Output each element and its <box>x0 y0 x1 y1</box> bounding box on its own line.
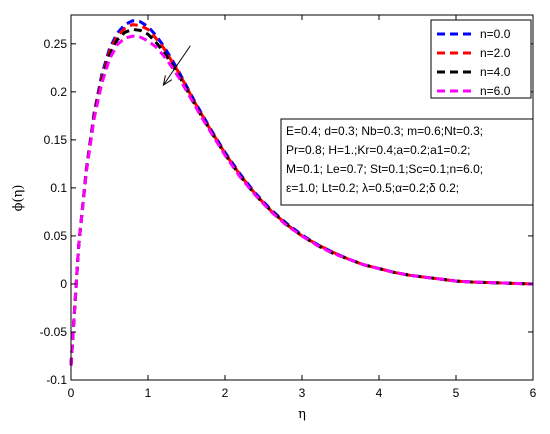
legend-frame <box>430 19 532 99</box>
arrow-head <box>162 75 173 87</box>
y-tick-label: 0.05 <box>44 229 68 243</box>
legend-label-3: n=4.0 <box>480 65 511 79</box>
legend-label-2: n=2.0 <box>480 46 511 60</box>
series-layer <box>69 19 534 366</box>
annotation-box: E=0.4; d=0.3; Nb=0.3; m=0.6;Nt=0.3; Pr=0… <box>280 118 534 206</box>
legend-label-4: n=6.0 <box>480 84 511 98</box>
y-tick-label: 0.25 <box>44 37 68 51</box>
arrow-shaft <box>162 45 191 86</box>
annotation-line-4: ε=1.0; Lt=0.2; λ=0.5;α=0.2;δ 0.2; <box>286 181 459 195</box>
x-tick-label: 6 <box>530 386 537 400</box>
x-tick-label: 0 <box>68 386 75 400</box>
y-axis: -0.1 -0.05 0 0.05 0.1 0.15 0.2 0.25 <box>40 37 533 387</box>
annotation-frame <box>280 118 534 206</box>
legend-label-1: n=0.0 <box>480 27 511 41</box>
x-axis: 0 1 2 3 4 5 6 <box>68 15 537 400</box>
y-axis-label: ϕ(η) <box>11 185 26 212</box>
legend: n=0.0 n=2.0 n=4.0 n=6.0 <box>430 19 532 99</box>
x-tick-label: 1 <box>145 386 152 400</box>
series-line-2 <box>69 23 534 366</box>
y-tick-label: 0.15 <box>44 133 68 147</box>
y-tick-label: 0.2 <box>50 85 67 99</box>
x-tick-label: 5 <box>453 386 460 400</box>
y-tick-label: 0.1 <box>50 181 67 195</box>
annotation-line-1: E=0.4; d=0.3; Nb=0.3; m=0.6;Nt=0.3; <box>286 124 483 138</box>
annotation-line-3: M=0.1; Le=0.7; St=0.1;Sc=0.1;n=6.0; <box>286 162 483 176</box>
y-tick-label: -0.1 <box>46 373 67 387</box>
y-tick-label: -0.05 <box>40 325 68 339</box>
x-tick-label: 2 <box>222 386 229 400</box>
x-tick-label: 4 <box>376 386 383 400</box>
annotation-line-2: Pr=0.8; H=1.;Kr=0.4;a=0.2;a1=0.2; <box>286 143 470 157</box>
trend-arrow <box>162 45 191 87</box>
y-tick-label: 0 <box>60 277 67 291</box>
x-axis-label: η <box>298 407 306 422</box>
series-line-4 <box>69 34 534 366</box>
x-tick-label: 3 <box>299 386 306 400</box>
